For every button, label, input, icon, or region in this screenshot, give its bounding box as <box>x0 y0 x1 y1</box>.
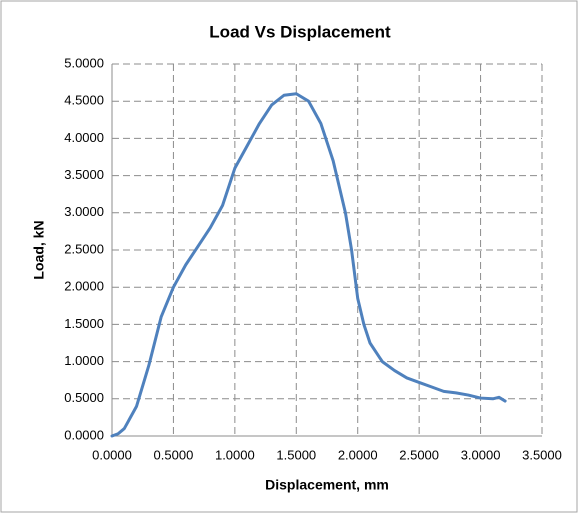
x-tick-label: 1.0000 <box>215 447 255 462</box>
y-tick-label: 4.0000 <box>64 130 104 145</box>
x-axis-label: Displacement, mm <box>265 477 389 493</box>
y-tick-label: 0.5000 <box>64 390 104 405</box>
y-tick-label: 2.5000 <box>64 241 104 256</box>
x-tick-label: 1.5000 <box>276 447 316 462</box>
y-tick-label: 2.0000 <box>64 279 104 294</box>
y-tick-label: 4.5000 <box>64 93 104 108</box>
y-tick-label: 5.0000 <box>64 55 104 70</box>
y-tick-label: 3.0000 <box>64 204 104 219</box>
y-tick-label: 1.5000 <box>64 316 104 331</box>
chart-title: Load Vs Displacement <box>209 22 391 41</box>
x-tick-label: 3.0000 <box>461 447 501 462</box>
y-tick-label: 0.0000 <box>64 427 104 442</box>
y-axis-label: Load, kN <box>31 220 47 279</box>
y-tick-label: 3.5000 <box>64 167 104 182</box>
x-tick-label: 0.5000 <box>154 447 194 462</box>
y-tick-label: 1.0000 <box>64 353 104 368</box>
data-line <box>110 92 507 438</box>
x-tick-label: 3.5000 <box>522 447 562 462</box>
x-tick-label: 2.5000 <box>399 447 439 462</box>
x-tick-label: 2.0000 <box>338 447 378 462</box>
x-tick-label: 0.0000 <box>92 447 132 462</box>
